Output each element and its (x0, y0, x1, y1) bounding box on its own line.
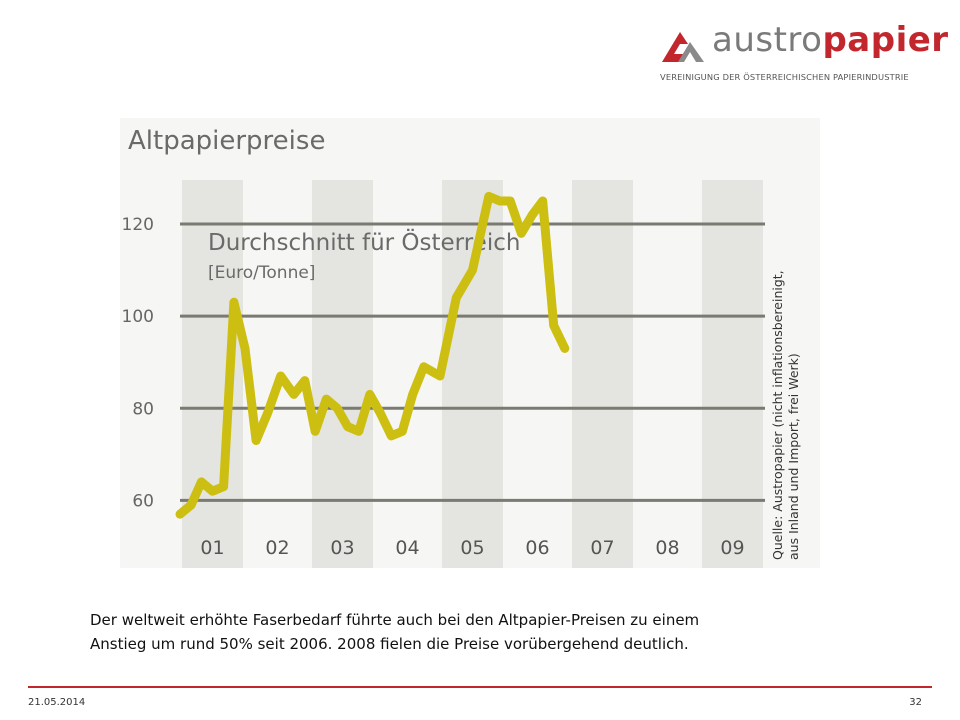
y-tick-label-60: 60 (132, 491, 154, 511)
x-tick-label-08: 08 (655, 537, 679, 559)
x-tick-label-03: 03 (330, 537, 354, 559)
chart-container: 60 80 100 120 01 02 03 04 05 06 07 08 09 Durchschnitt… (120, 118, 820, 568)
x-tick-label-09: 09 (720, 537, 744, 559)
year-band-09 (702, 180, 763, 568)
logo-wordmark: austropapier (712, 20, 949, 60)
y-tick-label-100: 100 (122, 307, 154, 327)
page-number: 32 (909, 697, 922, 708)
chart-subtitle: Durchschnitt für Österreich (208, 228, 520, 256)
logo-name-part1: austro (712, 20, 823, 60)
series-line-0 (175, 191, 570, 519)
year-band-05 (442, 180, 503, 568)
source-note-line-2: aus Inland und Import, frei Werk) (786, 353, 801, 560)
x-tick-label-05: 05 (460, 537, 484, 559)
chart-title: Altpapierpreise (128, 126, 326, 156)
caption: Der weltweit erhöhte Faserbedarf führte … (90, 608, 890, 656)
y-tick-label-120: 120 (122, 215, 154, 235)
caption-line-1: Der weltweit erhöhte Faserbedarf führte … (90, 611, 700, 629)
x-tick-label-01: 01 (200, 537, 224, 559)
year-band-03 (312, 180, 373, 568)
austropapier-logo-mark-icon (662, 32, 704, 62)
caption-line-2: Anstieg um rund 50% seit 2006. 2008 fiel… (90, 635, 689, 653)
source-note-line-1: Quelle: Austropapier (nicht inflationsbe… (770, 270, 785, 560)
chart-unit: [Euro/Tonne] (208, 263, 315, 283)
logo-name-part2: papier (822, 20, 949, 60)
footer-date: 21.05.2014 (28, 697, 86, 708)
logo-tagline: VEREINIGUNG DER ÖSTERREICHISCHEN PAPIERI… (660, 72, 909, 82)
x-tick-label-07: 07 (590, 537, 614, 559)
x-tick-label-06: 06 (525, 537, 549, 559)
year-band-07 (572, 180, 633, 568)
x-tick-label-04: 04 (395, 537, 419, 559)
footer-divider (28, 686, 932, 688)
price-chart: 60 80 100 120 01 02 03 04 05 06 07 08 09 Durchschnitt… (122, 180, 801, 568)
y-tick-label-80: 80 (132, 399, 154, 419)
austropapier-logo: austropapier VEREINIGUNG DER ÖSTERREICHI… (660, 20, 948, 84)
x-tick-label-02: 02 (265, 537, 289, 559)
